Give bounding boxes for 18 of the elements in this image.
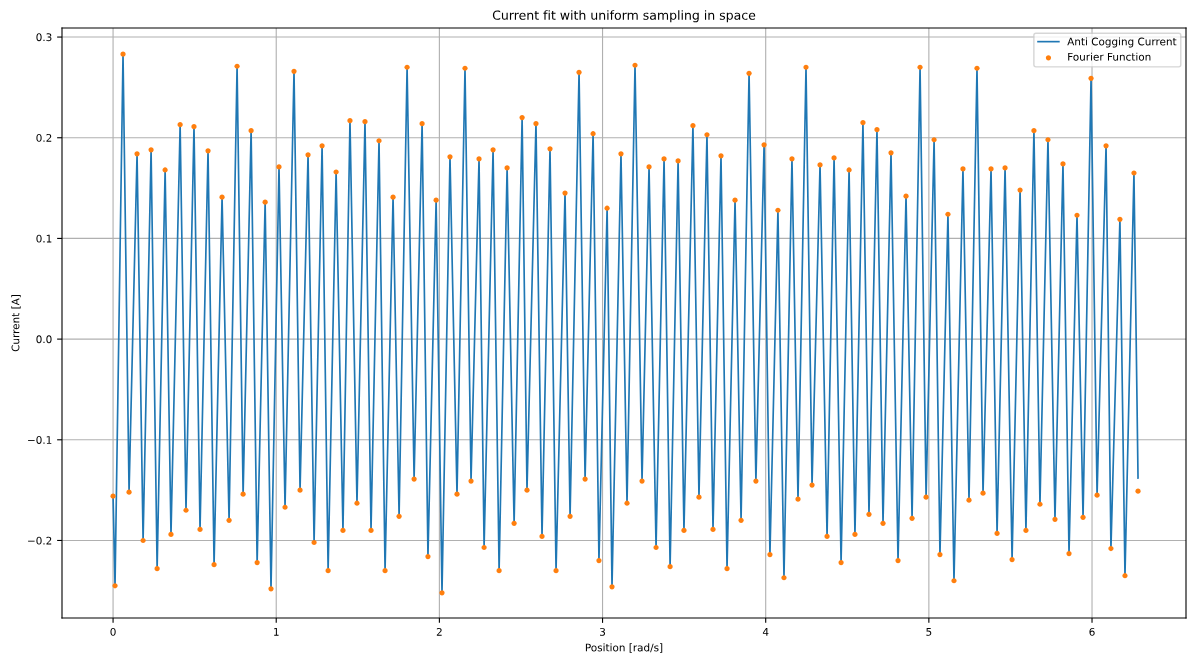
y-tick-label: 0.3 — [36, 33, 52, 42]
x-tick-label: 6 — [1089, 627, 1095, 636]
x-tick-label: 2 — [436, 627, 442, 636]
y-tick-label: 0.0 — [36, 335, 52, 344]
y-tick-label: 0.2 — [36, 133, 52, 142]
x-tick-label: 5 — [926, 628, 932, 636]
legend-label: Anti Cogging Current — [1067, 37, 1177, 48]
y-tick-label: 0.1 — [36, 234, 52, 243]
y-axis-title: Current [A] — [11, 295, 21, 352]
y-tick-label: −0.2 — [28, 536, 52, 545]
legend-label: Fourier Function — [1068, 52, 1151, 61]
x-axis-title: Position [rad/s] — [585, 643, 663, 653]
chart-title: Current fit with uniform sampling in space — [492, 10, 756, 23]
x-tick-label: 1 — [274, 628, 279, 636]
y-tick-label: −0.1 — [28, 436, 52, 444]
x-tick-label: 4 — [762, 628, 769, 636]
x-tick-label: 0 — [110, 627, 116, 636]
x-tick-label: 3 — [600, 627, 606, 636]
